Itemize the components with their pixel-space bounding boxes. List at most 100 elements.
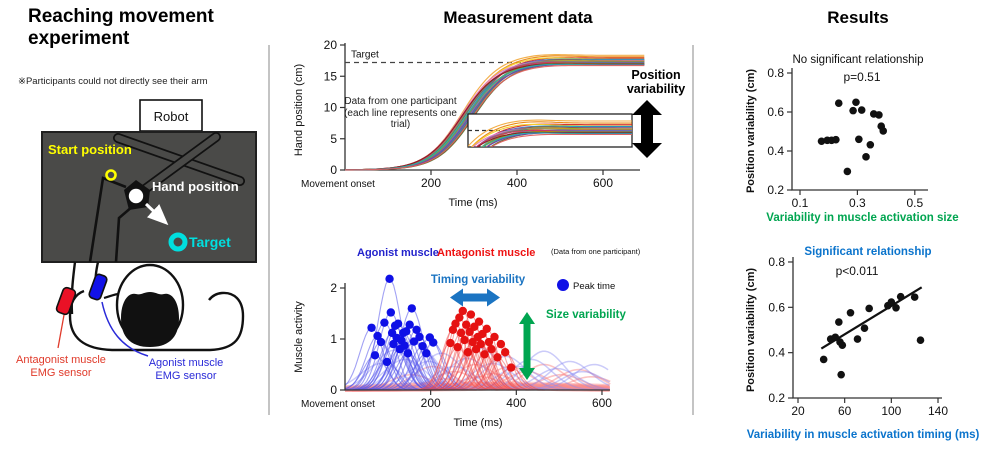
antagonist-peak-dot: [476, 339, 485, 349]
hand-chart-annotation: Data from one participant (each line rep…: [344, 96, 457, 130]
agonist-peak-dot: [415, 332, 424, 342]
hand-position-chart: 0 5 10 15 20 200 400 600 Movement onset Time (ms)…: [293, 38, 645, 209]
agonist-peak-dot: [403, 349, 413, 358]
scatter-point: [865, 304, 873, 313]
x-tick-label: 400: [507, 176, 527, 190]
movement-arrow: [144, 202, 169, 226]
agonist-series-label: Agonist muscle: [357, 247, 439, 259]
y-tick-label: 0: [330, 383, 337, 397]
x-tick-label: 600: [592, 396, 612, 410]
scatter-point: [852, 98, 860, 107]
scatter-point: [866, 140, 875, 149]
origin-label: Movement onset: [301, 179, 375, 190]
y-tick-label: 2: [330, 281, 337, 295]
x-tick-label: 20: [791, 404, 805, 418]
y-tick-label: 0.2: [768, 391, 785, 405]
muscle-activity-chart: 0 1 2 200 400 600 Movement onset Time (ms) Muscl…: [293, 247, 641, 429]
antagonist-peak-dot: [487, 345, 496, 354]
x-tick-label: 0.5: [906, 196, 923, 210]
forearm-line-left: [70, 261, 77, 315]
scatter-point: [916, 336, 925, 344]
x-tick-label: 60: [838, 404, 852, 418]
antagonist-peak-dot: [451, 319, 460, 328]
agonist-emg-sensor: [88, 273, 108, 301]
axes-spine: [791, 68, 928, 191]
x-tick-label: 100: [881, 404, 901, 418]
antagonist-label-line1: Antagonist muscle: [16, 354, 106, 366]
antagonist-peak-dot: [474, 317, 484, 326]
start-position-label: Start position: [48, 142, 132, 157]
x-tick-label: 0.3: [849, 196, 866, 210]
agonist-label-line2: EMG sensor: [155, 370, 216, 382]
agonist-peak-dot: [370, 351, 380, 360]
position-variability-label: Position variability: [626, 68, 686, 96]
sensor-head-line: [103, 292, 120, 300]
inset-trial-curve: [470, 121, 632, 147]
scatter-point: [849, 106, 857, 115]
antagonist-peak-dot: [460, 335, 469, 345]
agonist-peak-dot: [402, 327, 411, 336]
agonist-peak-dot: [393, 319, 403, 328]
results-panel-title: Results: [827, 8, 889, 27]
scatter-point: [846, 308, 855, 317]
inset-trial-curve: [490, 133, 632, 147]
inset-curves: [468, 119, 632, 147]
agonist-peak-dot: [389, 339, 398, 349]
agonist-peak-dot: [400, 341, 409, 350]
x-tick-label: 200: [421, 176, 441, 190]
scatter-point: [879, 127, 888, 135]
scatter-point: [843, 167, 852, 176]
antagonist-peak-dot: [446, 338, 455, 348]
target-label: Target: [189, 234, 231, 250]
y-tick-label: 0.6: [767, 105, 784, 119]
agonist-peak-dot: [429, 338, 438, 347]
scatter-point: [838, 341, 847, 349]
antagonist-peak-dot: [453, 342, 462, 352]
antagonist-peak-dot: [482, 324, 491, 333]
x-tick-label: 0.1: [792, 196, 809, 210]
agonist-peak-dot: [382, 357, 392, 367]
y-tick-label: 15: [324, 69, 338, 83]
agonist-peak-dot: [385, 274, 394, 284]
antagonist-peak-dot: [455, 313, 464, 322]
separator-left: [268, 45, 270, 415]
antagonist-leader-line: [57, 314, 65, 349]
timing-variability-arrow-icon: [450, 288, 500, 307]
x-axis-label: Time (ms): [448, 197, 497, 209]
scatter-point: [875, 111, 883, 119]
y-axis-label: Position variability (cm): [745, 69, 757, 193]
scatter-point: [832, 135, 840, 144]
scatter-point: [831, 333, 840, 342]
size-variability-label: Size variability: [546, 309, 627, 321]
peak-time-legend-dot: [557, 279, 569, 291]
trial-curve: [345, 64, 645, 171]
y-tick-label: 1: [330, 332, 337, 346]
x-tick-label: 600: [593, 176, 613, 190]
timing-variability-scatter: 0.2 0.4 0.6 0.8 20 60 100 140 Significant relati…: [745, 246, 948, 418]
antagonist-emg-sensor: [55, 286, 77, 316]
agonist-peak-dot: [409, 337, 419, 346]
y-tick-label: 0.8: [768, 255, 785, 269]
size-variability-scatter: 0.2 0.4 0.6 0.8 0.1 0.3 0.5 No significant rela…: [745, 54, 928, 210]
participant-note: (Data from one participant): [551, 247, 641, 256]
antagonist-peak-dot: [480, 350, 489, 359]
agonist-peak-dot: [380, 318, 389, 327]
timing-variability-label: Timing variability: [431, 274, 526, 286]
scatter-title: Significant relationship: [804, 246, 931, 258]
y-axis-label: Position variability (cm): [745, 268, 757, 392]
scatter-point: [834, 99, 843, 108]
hand-position-marker: [128, 188, 144, 204]
scatter-point: [887, 298, 896, 306]
separator-right: [692, 45, 694, 415]
antagonist-peak-dot: [493, 353, 502, 362]
antagonist-peak-dot: [456, 328, 466, 338]
antagonist-peak-dot: [490, 332, 499, 342]
antagonist-label-line2: EMG sensor: [30, 367, 91, 379]
peak-time-legend-label: Peak time: [573, 281, 615, 292]
size-variability-arrow-icon: [519, 312, 535, 380]
y-tick-label: 5: [330, 132, 337, 146]
arm-upper-outline: [88, 176, 127, 263]
agonist-peak-dot: [405, 320, 414, 329]
antagonist-peak-dot: [496, 339, 506, 349]
